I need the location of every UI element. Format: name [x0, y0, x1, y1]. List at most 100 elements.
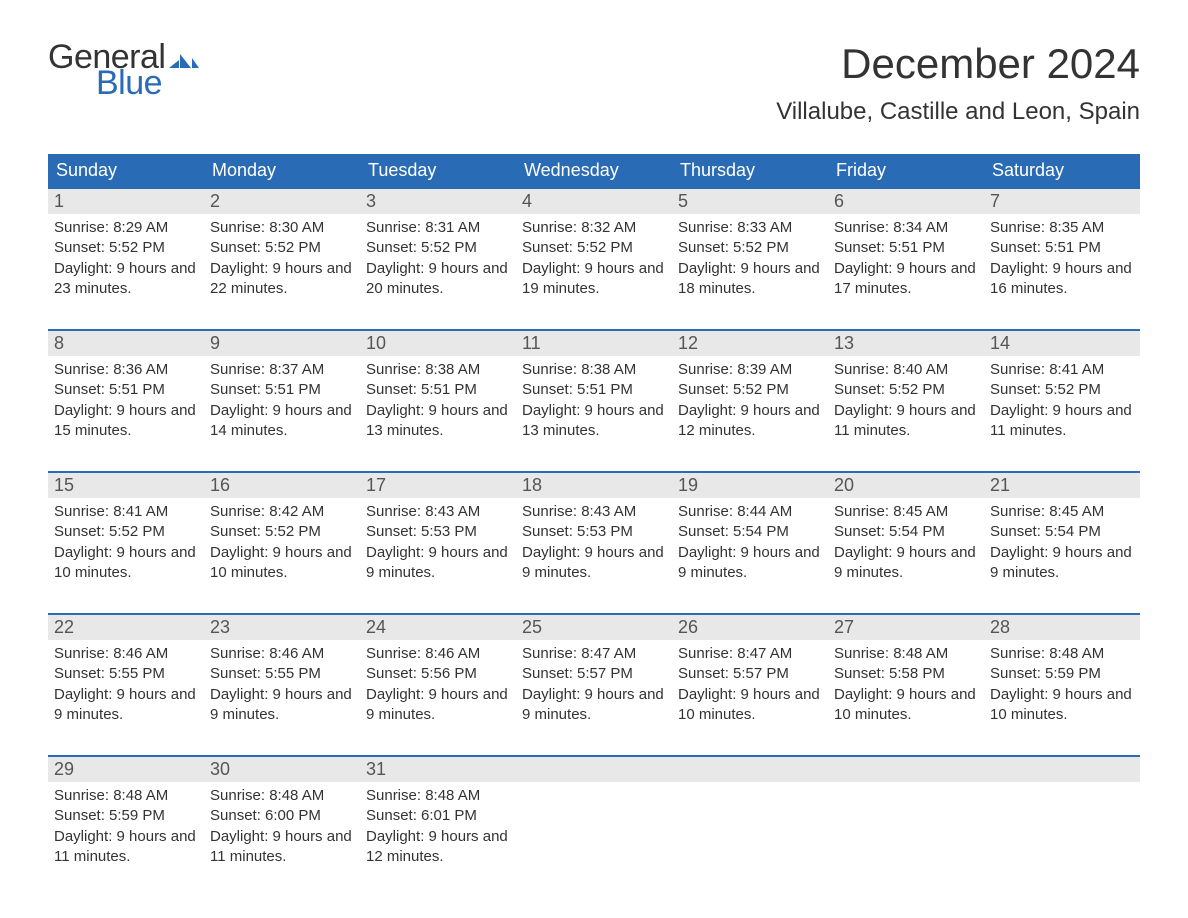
sunrise-line: Sunrise: 8:48 AM: [210, 786, 354, 806]
day-number: 26: [678, 617, 698, 637]
calendar-day: 21Sunrise: 8:45 AMSunset: 5:54 PMDayligh…: [984, 473, 1140, 589]
day-body: Sunrise: 8:48 AMSunset: 5:58 PMDaylight:…: [828, 640, 984, 731]
week-row: 29Sunrise: 8:48 AMSunset: 5:59 PMDayligh…: [48, 755, 1140, 873]
sunrise-line: Sunrise: 8:38 AM: [522, 360, 666, 380]
sunrise-line: Sunrise: 8:44 AM: [678, 502, 822, 522]
calendar-day: 17 Sunrise: 8:43 AMSunset: 5:53 PMDayligh…: [360, 473, 516, 589]
daylight-line: Daylight: 9 hours and 12 minutes.: [678, 401, 822, 442]
day-number: 3: [366, 191, 376, 211]
calendar-day: .: [516, 757, 672, 873]
week-row: 8Sunrise: 8:36 AMSunset: 5:51 PMDaylight…: [48, 329, 1140, 447]
sunrise-line: Sunrise: 8:48 AM: [366, 786, 510, 806]
day-number: 23: [210, 617, 230, 637]
day-number: 27: [834, 617, 854, 637]
sunrise-line: Sunrise: 8:38 AM: [366, 360, 510, 380]
day-number: 22: [54, 617, 74, 637]
day-body: Sunrise: 8:32 AMSunset: 5:52 PMDaylight:…: [516, 214, 672, 305]
day-body: Sunrise: 8:30 AMSunset: 5:52 PMDaylight:…: [204, 214, 360, 305]
day-body: Sunrise: 8:38 AMSunset: 5:51 PMDaylight:…: [516, 356, 672, 447]
day-body: Sunrise: 8:48 AMSunset: 6:00 PMDaylight:…: [204, 782, 360, 873]
calendar-day: 24Sunrise: 8:46 AMSunset: 5:56 PMDayligh…: [360, 615, 516, 731]
sunrise-line: Sunrise: 8:41 AM: [54, 502, 198, 522]
daylight-line: Daylight: 9 hours and 11 minutes.: [990, 401, 1134, 442]
sunrise-line: Sunrise: 8:31 AM: [366, 218, 510, 238]
day-number-bar: 3: [360, 189, 516, 214]
day-number: 4: [522, 191, 532, 211]
calendar-day: 22Sunrise: 8:46 AMSunset: 5:55 PMDayligh…: [48, 615, 204, 731]
day-number-bar: 24: [360, 615, 516, 640]
day-body: Sunrise: 8:46 AMSunset: 5:56 PMDaylight:…: [360, 640, 516, 731]
day-number: 21: [990, 475, 1010, 495]
sunset-line: Sunset: 5:53 PM: [366, 522, 510, 542]
day-number: 30: [210, 759, 230, 779]
day-number-bar: 13: [828, 331, 984, 356]
day-number-bar: 4: [516, 189, 672, 214]
weekday-sunday: Sunday: [48, 154, 204, 187]
day-number-bar: 29: [48, 757, 204, 782]
sunrise-line: Sunrise: 8:43 AM: [522, 502, 666, 522]
sunrise-line: Sunrise: 8:48 AM: [990, 644, 1134, 664]
day-number: 25: [522, 617, 542, 637]
sunset-line: Sunset: 5:55 PM: [210, 664, 354, 684]
sunrise-line: Sunrise: 8:33 AM: [678, 218, 822, 238]
calendar-day: 5Sunrise: 8:33 AMSunset: 5:52 PMDaylight…: [672, 189, 828, 305]
day-number-bar: 17: [360, 473, 516, 498]
sunset-line: Sunset: 5:51 PM: [990, 238, 1134, 258]
sunset-line: Sunset: 5:54 PM: [834, 522, 978, 542]
day-number: 20: [834, 475, 854, 495]
sunset-line: Sunset: 6:00 PM: [210, 806, 354, 826]
calendar-day: 29Sunrise: 8:48 AMSunset: 5:59 PMDayligh…: [48, 757, 204, 873]
daylight-line: Daylight: 9 hours and 16 minutes.: [990, 259, 1134, 300]
day-body: Sunrise: 8:41 AMSunset: 5:52 PMDaylight:…: [48, 498, 204, 589]
sunrise-line: Sunrise: 8:34 AM: [834, 218, 978, 238]
calendar-day: 18 Sunrise: 8:43 AMSunset: 5:53 PMDayligh…: [516, 473, 672, 589]
calendar-day: .: [672, 757, 828, 873]
weekday-friday: Friday: [828, 154, 984, 187]
logo: General Blue: [48, 40, 199, 100]
daylight-line: Daylight: 9 hours and 9 minutes.: [834, 543, 978, 584]
day-number-bar: .: [984, 757, 1140, 782]
day-number: 18: [522, 475, 542, 495]
sunset-line: Sunset: 5:52 PM: [54, 522, 198, 542]
day-body: Sunrise: 8:43 AMSunset: 5:53 PMDaylight:…: [516, 498, 672, 589]
calendar-day: 28Sunrise: 8:48 AMSunset: 5:59 PMDayligh…: [984, 615, 1140, 731]
sunrise-line: Sunrise: 8:37 AM: [210, 360, 354, 380]
calendar-day: 11 Sunrise: 8:38 AMSunset: 5:51 PMDayligh…: [516, 331, 672, 447]
sunset-line: Sunset: 5:57 PM: [678, 664, 822, 684]
day-body: Sunrise: 8:41 AMSunset: 5:52 PMDaylight:…: [984, 356, 1140, 447]
sunset-line: Sunset: 5:52 PM: [678, 380, 822, 400]
sunset-line: Sunset: 5:52 PM: [54, 238, 198, 258]
day-number-bar: 20: [828, 473, 984, 498]
day-body: Sunrise: 8:48 AMSunset: 6:01 PMDaylight:…: [360, 782, 516, 873]
month-title: December 2024: [776, 40, 1140, 88]
day-number-bar: 2: [204, 189, 360, 214]
day-number: 17: [366, 475, 386, 495]
day-number-bar: 26: [672, 615, 828, 640]
sunset-line: Sunset: 5:52 PM: [366, 238, 510, 258]
day-number: 11: [522, 333, 541, 353]
sunset-line: Sunset: 5:57 PM: [522, 664, 666, 684]
calendar-day: .: [984, 757, 1140, 873]
calendar-day: 25Sunrise: 8:47 AMSunset: 5:57 PMDayligh…: [516, 615, 672, 731]
day-body: Sunrise: 8:43 AMSunset: 5:53 PMDaylight:…: [360, 498, 516, 589]
day-number-bar: 6: [828, 189, 984, 214]
day-body: Sunrise: 8:47 AMSunset: 5:57 PMDaylight:…: [672, 640, 828, 731]
daylight-line: Daylight: 9 hours and 9 minutes.: [54, 685, 198, 726]
calendar-day: 1Sunrise: 8:29 AMSunset: 5:52 PMDaylight…: [48, 189, 204, 305]
sunrise-line: Sunrise: 8:42 AM: [210, 502, 354, 522]
day-number-bar: 7: [984, 189, 1140, 214]
week-row: 22Sunrise: 8:46 AMSunset: 5:55 PMDayligh…: [48, 613, 1140, 731]
day-number: 6: [834, 191, 844, 211]
day-number: 31: [366, 759, 386, 779]
sunset-line: Sunset: 5:51 PM: [210, 380, 354, 400]
daylight-line: Daylight: 9 hours and 15 minutes.: [54, 401, 198, 442]
sunrise-line: Sunrise: 8:48 AM: [834, 644, 978, 664]
daylight-line: Daylight: 9 hours and 10 minutes.: [210, 543, 354, 584]
sunset-line: Sunset: 5:52 PM: [990, 380, 1134, 400]
daylight-line: Daylight: 9 hours and 9 minutes.: [210, 685, 354, 726]
day-number-bar: .: [516, 757, 672, 782]
day-body: Sunrise: 8:45 AMSunset: 5:54 PMDaylight:…: [828, 498, 984, 589]
day-number-bar: 12: [672, 331, 828, 356]
sunset-line: Sunset: 5:52 PM: [210, 522, 354, 542]
day-number: 5: [678, 191, 688, 211]
